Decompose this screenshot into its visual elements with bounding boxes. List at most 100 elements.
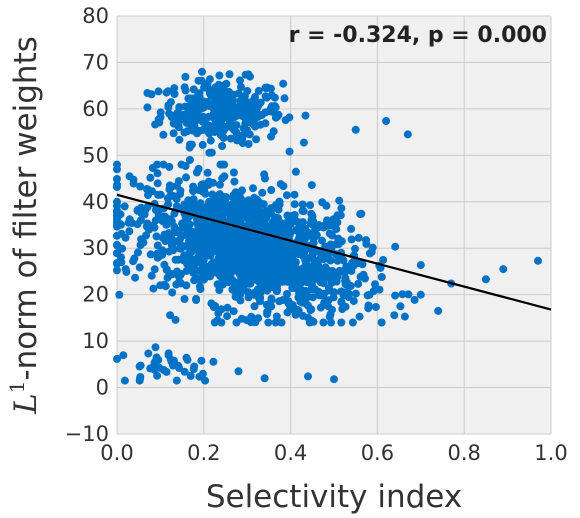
data-point: [113, 266, 121, 275]
y-tick-label: 70: [82, 50, 109, 74]
data-point: [182, 266, 191, 275]
data-point: [377, 318, 386, 327]
data-point: [201, 376, 210, 385]
data-point: [229, 168, 238, 177]
data-point: [379, 256, 388, 264]
data-point: [231, 107, 240, 116]
data-point: [165, 185, 174, 194]
data-point: [113, 354, 121, 363]
data-point: [143, 203, 152, 211]
data-point: [229, 261, 238, 269]
data-point: [306, 201, 315, 210]
data-point: [328, 305, 336, 314]
data-point: [261, 92, 270, 101]
data-point: [244, 107, 253, 116]
data-point: [245, 214, 254, 223]
data-point: [129, 179, 138, 188]
data-point: [300, 248, 309, 257]
data-point: [211, 302, 220, 310]
data-point: [203, 168, 212, 177]
data-point: [236, 76, 244, 85]
data-point: [282, 191, 291, 200]
data-point: [216, 160, 225, 169]
data-point: [400, 312, 409, 321]
data-point: [183, 127, 192, 136]
data-point: [291, 276, 300, 285]
data-point: [175, 235, 184, 244]
data-point: [219, 99, 228, 108]
data-point: [185, 253, 194, 262]
data-point: [206, 136, 215, 145]
data-point: [185, 156, 194, 164]
data-point: [323, 221, 332, 230]
data-point: [162, 220, 171, 229]
data-point: [216, 252, 225, 261]
data-point: [361, 274, 369, 283]
data-point: [158, 234, 167, 242]
data-point: [354, 279, 363, 288]
x-axis-label: Selectivity index: [206, 479, 462, 515]
data-point: [189, 85, 198, 94]
data-point: [168, 270, 177, 279]
data-point: [195, 372, 204, 381]
data-point: [180, 295, 189, 303]
data-point: [170, 90, 179, 98]
data-point: [144, 225, 153, 234]
data-point: [196, 199, 205, 208]
data-point: [369, 287, 378, 295]
y-tick-label: 30: [82, 236, 109, 260]
y-tick-label: 10: [82, 329, 109, 353]
data-point: [144, 349, 153, 358]
data-point: [203, 122, 211, 131]
data-point: [348, 258, 357, 267]
data-point: [232, 128, 241, 137]
data-point: [225, 70, 234, 79]
data-point: [198, 140, 207, 149]
data-point: [153, 253, 162, 262]
data-point: [377, 273, 386, 281]
data-point: [291, 167, 300, 176]
data-point: [307, 305, 316, 314]
data-point: [205, 268, 214, 277]
data-point: [382, 117, 391, 125]
data-point: [416, 261, 425, 270]
data-point: [320, 298, 329, 307]
data-point: [299, 275, 308, 284]
data-point: [113, 241, 121, 250]
data-point: [222, 79, 231, 88]
data-point: [215, 180, 224, 189]
data-point: [211, 84, 220, 93]
data-point: [434, 306, 443, 315]
data-point: [142, 185, 151, 193]
data-point: [267, 296, 276, 305]
data-point: [332, 225, 341, 234]
data-point: [267, 186, 276, 194]
data-point: [143, 89, 152, 97]
data-point: [194, 99, 203, 107]
data-point: [164, 229, 173, 238]
data-point: [258, 264, 267, 273]
x-tick-label: 0.4: [274, 441, 307, 465]
data-point: [179, 242, 188, 251]
data-point: [257, 208, 266, 217]
data-point: [313, 260, 322, 269]
data-point: [236, 198, 245, 207]
data-point: [277, 253, 286, 262]
data-point: [284, 299, 293, 308]
data-point: [481, 275, 490, 284]
data-point: [218, 114, 227, 123]
data-point: [234, 219, 243, 228]
data-point: [279, 79, 288, 88]
data-point: [218, 230, 227, 239]
data-point: [307, 209, 316, 218]
data-point: [137, 208, 146, 217]
data-point: [192, 168, 201, 177]
data-point: [294, 226, 303, 235]
data-point: [303, 254, 312, 263]
data-point: [136, 374, 145, 383]
data-point: [286, 219, 295, 228]
data-point: [364, 304, 373, 313]
data-point: [301, 111, 310, 120]
data-point: [153, 169, 162, 178]
